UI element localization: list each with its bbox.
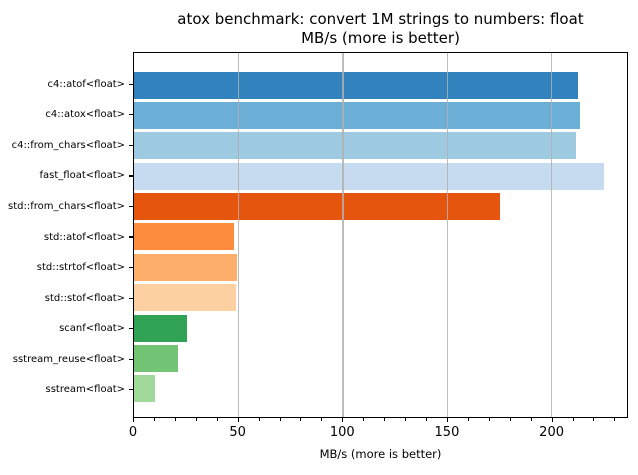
y-axis-row: c4::atox<float>	[0, 100, 133, 131]
y-tick-label: scanf<float>	[59, 323, 125, 335]
bar	[134, 284, 236, 312]
chart-title-line1: atox benchmark: convert 1M strings to nu…	[177, 10, 584, 28]
x-minor-tick-mark	[384, 418, 386, 421]
y-tick-mark	[129, 236, 133, 238]
gridline	[550, 53, 553, 417]
y-axis-row: std::stof<float>	[0, 283, 133, 314]
x-minor-tick-mark	[572, 418, 574, 421]
x-minor-tick-mark	[509, 418, 511, 421]
bar-row	[134, 252, 627, 282]
x-major-tick-mark	[342, 418, 344, 422]
y-tick-label: std::atof<float>	[43, 231, 125, 243]
y-axis-row: c4::from_chars<float>	[0, 130, 133, 161]
bar	[134, 102, 581, 130]
x-major-tick-mark	[551, 418, 553, 422]
x-minor-tick-mark	[530, 418, 532, 421]
y-tick-label: fast_float<float>	[39, 170, 125, 182]
bar-row	[134, 283, 627, 313]
y-tick-mark	[129, 114, 133, 116]
x-minor-tick-mark	[300, 418, 302, 421]
x-minor-tick-mark	[467, 418, 469, 421]
y-tick-label: c4::atox<float>	[45, 109, 125, 121]
bars-container	[134, 53, 627, 417]
bar-row	[134, 313, 627, 343]
gridline	[238, 53, 240, 417]
gridline	[342, 53, 344, 417]
bar	[134, 344, 179, 372]
bar	[134, 132, 576, 160]
y-axis-row: sstream_reuse<float>	[0, 344, 133, 375]
y-tick-mark	[129, 144, 133, 146]
x-tick-label: 0	[128, 425, 138, 440]
y-axis: c4::atof<float>c4::atox<float>c4::from_c…	[0, 52, 133, 418]
y-axis-row: sstream<float>	[0, 374, 133, 405]
bar	[134, 223, 234, 251]
x-minor-tick-mark	[321, 418, 323, 421]
y-tick-mark	[129, 205, 133, 208]
y-tick-mark	[129, 83, 133, 85]
gridline	[446, 53, 448, 417]
x-minor-tick-mark	[216, 418, 218, 421]
bar	[134, 71, 579, 99]
y-tick-mark	[129, 389, 133, 391]
x-major-tick-mark	[446, 418, 449, 422]
bar-row	[134, 70, 627, 100]
y-tick-label: sstream_reuse<float>	[12, 353, 125, 365]
x-minor-tick-mark	[195, 418, 197, 421]
chart-title-line2: MB/s (more is better)	[301, 29, 460, 47]
x-minor-tick-mark	[426, 418, 428, 421]
y-tick-mark	[129, 297, 133, 299]
bar-row	[134, 161, 627, 191]
y-axis-row: scanf<float>	[0, 313, 133, 344]
x-axis: 0 50 100 150 200	[129, 418, 628, 450]
y-axis-row: std::atof<float>	[0, 222, 133, 253]
y-axis-row: std::from_chars<float>	[0, 191, 133, 222]
x-major-tick-mark	[133, 418, 135, 422]
x-minor-tick-mark	[593, 418, 595, 421]
y-axis-row: c4::atof<float>	[0, 69, 133, 100]
x-minor-tick-mark	[488, 418, 490, 421]
x-minor-tick-mark	[258, 418, 260, 421]
y-tick-mark	[129, 266, 133, 269]
y-tick-label: c4::from_chars<float>	[11, 139, 125, 151]
x-tick-label: 150	[434, 425, 460, 440]
x-tick-label: 200	[539, 425, 565, 440]
x-axis-label: MB/s (more is better)	[319, 447, 442, 461]
x-minor-tick-mark	[363, 418, 365, 421]
bar-row	[134, 191, 627, 221]
plot-area	[133, 52, 628, 418]
y-tick-label: std::strtof<float>	[36, 262, 125, 274]
x-minor-tick-mark	[174, 418, 176, 421]
bar	[134, 193, 500, 221]
y-tick-mark	[129, 358, 133, 360]
x-major-tick-mark	[237, 418, 239, 422]
chart-title: atox benchmark: convert 1M strings to nu…	[133, 10, 628, 48]
x-tick-label: 100	[329, 425, 355, 440]
bar-row	[134, 374, 627, 404]
bar-row	[134, 343, 627, 373]
bar	[134, 253, 237, 281]
x-minor-tick-mark	[405, 418, 407, 421]
x-minor-tick-mark	[614, 418, 616, 421]
y-tick-mark	[129, 328, 133, 330]
y-axis-row: fast_float<float>	[0, 161, 133, 192]
y-tick-label: std::stof<float>	[44, 292, 125, 304]
x-tick-label: 50	[229, 425, 246, 440]
y-axis-row: std::strtof<float>	[0, 252, 133, 283]
bar	[134, 375, 155, 403]
x-minor-tick-mark	[153, 418, 155, 421]
bar	[134, 162, 605, 190]
y-tick-mark	[129, 175, 133, 177]
y-tick-label: c4::atof<float>	[47, 78, 125, 90]
bar-row	[134, 222, 627, 252]
bar-row	[134, 100, 627, 130]
bar	[134, 314, 187, 342]
y-tick-label: sstream<float>	[45, 384, 125, 396]
y-tick-label: std::from_chars<float>	[8, 200, 125, 212]
x-minor-tick-mark	[279, 418, 281, 421]
bar-row	[134, 131, 627, 161]
